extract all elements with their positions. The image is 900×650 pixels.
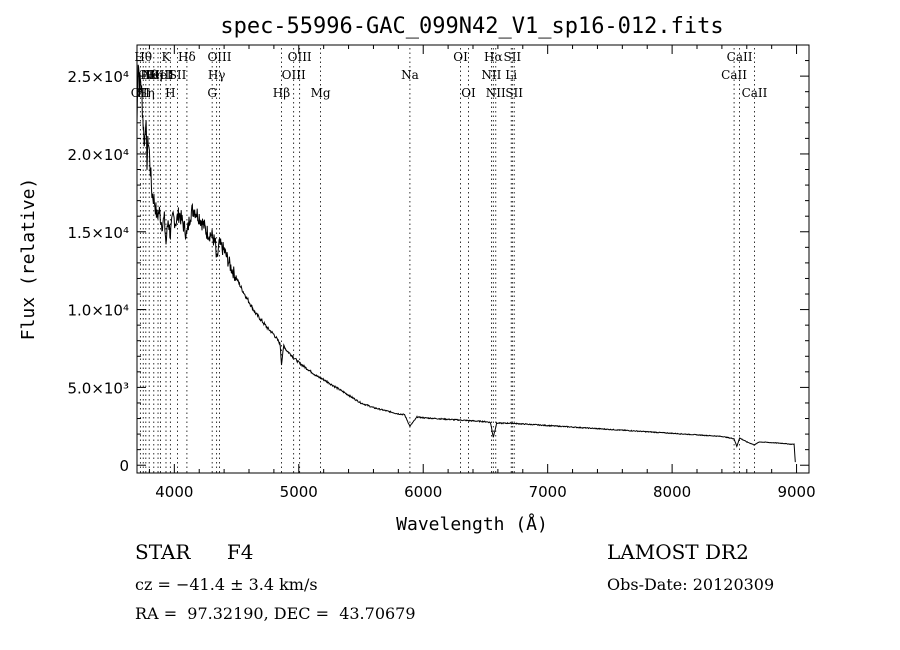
subclass-value: F4 [226,540,254,564]
spectral-line-label: OIII [207,50,231,64]
axis-ticks: 4000 5000 6000 7000 8000 9000 0 5.0×10³ 1.0×10⁴ 1… [67,45,816,501]
spectral-line-label: OIII [288,50,312,64]
spectral-line-label: CaII [727,50,753,64]
spectral-line-label: Hα [484,50,503,64]
x-tick-label: 9000 [777,483,815,501]
x-tick-label: 5000 [280,483,318,501]
spectral-line-label: SII [169,68,187,82]
y-tick-label: 0 [119,457,129,475]
spectral-line-markers: OIIHθHηHθHηNeIIIHeIKHSIIHδGHγOIIIHβOIIIO… [131,48,768,473]
obs-date-text: Obs-Date: 20120309 [607,575,775,594]
x-tick-label: 8000 [653,483,691,501]
y-tick-label: 5.0×10³ [67,379,129,397]
object-class: STAR F4 [135,540,253,564]
spectral-line-label: K [162,50,172,64]
redshift-text: cz = −41.4 ± 3.4 km/s [135,575,318,594]
spectral-line-label: CaII [721,68,747,82]
object-class-value: STAR [135,540,191,564]
spectral-line-label: NII [486,86,506,100]
spectral-line-label: OIII [282,68,306,82]
spectral-line-label: Hβ [273,86,290,100]
spectral-line-label: OI [453,50,468,64]
plot-frame [136,44,810,474]
spectral-line-label: SII [503,50,521,64]
spectrum-line [136,64,796,463]
spectral-line-label: G [207,86,217,100]
x-axis-label: Wavelength (Å) [396,513,548,535]
spectral-line-label: Li [505,68,517,82]
spectral-line-label: Mg [311,86,331,100]
y-axis-label: Flux (relative) [18,178,39,341]
spectral-line-label: Hγ [208,68,226,82]
spectral-line-label: NII [481,68,501,82]
spectral-line-label: OI [461,86,476,100]
y-tick-label: 1.0×10⁴ [67,302,129,320]
spectral-line-label: Na [401,68,419,82]
spectral-line-label: Hδ [178,50,196,64]
spectral-line-label: SII [505,86,523,100]
spectral-line-label: CaII [742,86,768,100]
y-tick-label: 2.0×10⁴ [67,146,129,164]
x-tick-label: 6000 [404,483,442,501]
chart-title: spec-55996-GAC_099N42_V1_sp16-012.fits [220,14,723,39]
y-tick-label: 2.5×10⁴ [67,68,129,86]
x-tick-label: 4000 [155,483,193,501]
y-tick-label: 1.5×10⁴ [67,224,129,242]
spectral-line-label: H [165,86,175,100]
spectral-line-label: Hθ [134,50,152,64]
coordinates-text: RA = 97.32190, DEC = 43.70679 [135,604,416,623]
x-tick-label: 7000 [529,483,567,501]
survey-name: LAMOST DR2 [607,540,749,564]
spectral-line-label: OII [131,86,151,100]
